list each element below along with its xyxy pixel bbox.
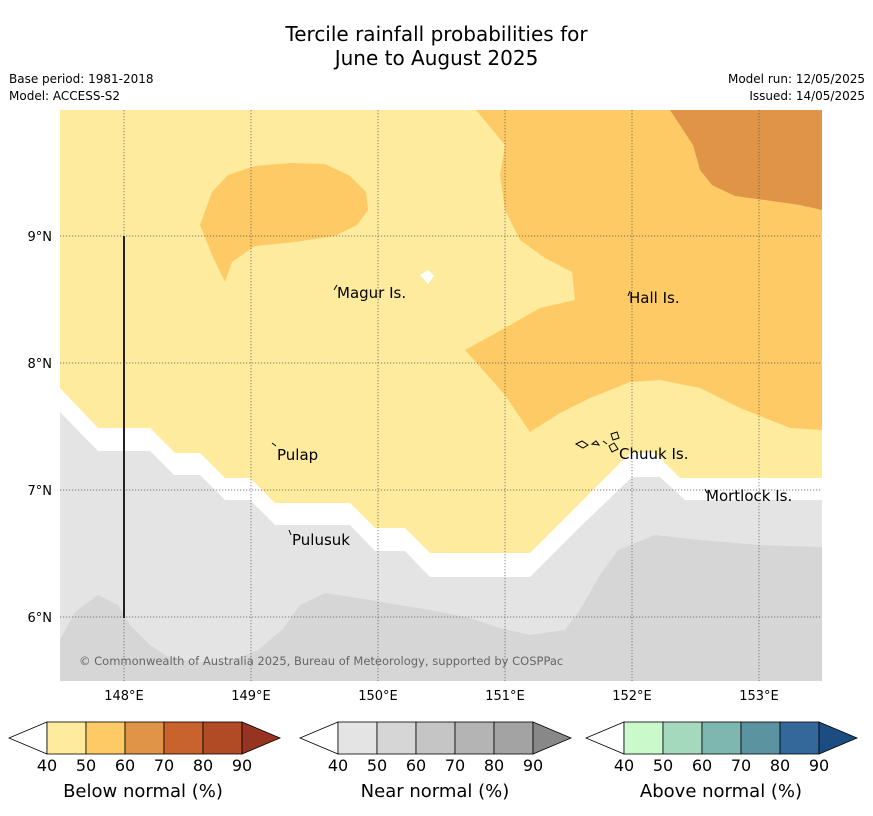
colorbar-swatch xyxy=(454,721,495,755)
colorbar-min-extension xyxy=(7,721,48,755)
lon-axis-labels: 148°E 149°E 150°E 151°E 152°E 153°E xyxy=(104,689,779,704)
lon-tick: 153°E xyxy=(739,689,779,704)
colorbar-tick-label: 80 xyxy=(484,756,504,775)
colorbar-tick-label: 40 xyxy=(614,756,634,775)
colorbar-swatch xyxy=(376,721,417,755)
colorbar-tick-label: 70 xyxy=(154,756,174,775)
colorbar-tick-label: 50 xyxy=(367,756,387,775)
map-title: Tercile rainfall probabilities for June … xyxy=(0,22,873,70)
colorbar-swatch xyxy=(493,721,534,755)
title-line-1: Tercile rainfall probabilities for xyxy=(285,22,588,46)
colorbar-tick-label: 80 xyxy=(770,756,790,775)
map-area: Magur Is. Hall Is. Pulap Chuuk Is. Mortl… xyxy=(60,110,822,681)
colorbar-tick-label: 90 xyxy=(809,756,829,775)
colorbar-min-extension xyxy=(584,721,625,755)
colorbar-tick-label: 60 xyxy=(115,756,135,775)
colorbar-swatch xyxy=(124,721,165,755)
lon-tick: 151°E xyxy=(485,689,525,704)
colorbar-label-near: Near normal (%) xyxy=(360,781,510,802)
label-pulusuk: Pulusuk xyxy=(292,531,350,549)
copyright-text: © Commonwealth of Australia 2025, Bureau… xyxy=(79,654,563,668)
colorbar-tick-label: 50 xyxy=(76,756,96,775)
colorbar-tick-label: 40 xyxy=(328,756,348,775)
label-hall: Hall Is. xyxy=(629,289,680,307)
label-pulap: Pulap xyxy=(277,446,318,464)
colorbar-below: 40 50 60 70 80 90 xyxy=(7,721,282,775)
lat-tick: 8°N xyxy=(28,357,53,372)
colorbar-tick-label: 90 xyxy=(523,756,543,775)
title-line-2: June to August 2025 xyxy=(334,46,539,70)
meta-right: Model run: 12/05/2025 Issued: 14/05/2025 xyxy=(728,71,865,105)
region-below-50-60-west xyxy=(200,163,368,282)
lon-tick: 152°E xyxy=(612,689,652,704)
label-mortlock: Mortlock Is. xyxy=(706,487,792,505)
colorbar-min-extension xyxy=(298,721,339,755)
colorbar-swatch xyxy=(46,721,87,755)
lon-tick: 150°E xyxy=(358,689,398,704)
colorbar-max-extension xyxy=(532,721,573,755)
colorbars: 40 50 60 70 80 90 40 50 60 70 80 90 40 50 60 70 80 90 xyxy=(7,721,859,775)
label-chuuk: Chuuk Is. xyxy=(619,445,688,463)
colorbar-near: 40 50 60 70 80 90 xyxy=(298,721,573,775)
colorbar-tick-label: 90 xyxy=(232,756,252,775)
lat-axis-labels: 9°N 8°N 7°N 6°N xyxy=(28,230,53,626)
colorbar-swatch xyxy=(662,721,703,755)
lat-tick: 7°N xyxy=(28,484,53,499)
model-run: Model run: 12/05/2025 xyxy=(727,72,865,86)
lat-tick: 6°N xyxy=(28,611,53,626)
meta-left: Base period: 1981-2018 Model: ACCESS-S2 xyxy=(9,71,154,105)
label-magur: Magur Is. xyxy=(337,284,406,302)
colorbar-swatch xyxy=(85,721,126,755)
lon-tick: 149°E xyxy=(231,689,271,704)
colorbar-swatch xyxy=(202,721,243,755)
colorbar-swatch xyxy=(337,721,378,755)
colorbar-tick-label: 60 xyxy=(406,756,426,775)
colorbar-swatch xyxy=(623,721,664,755)
colorbar-tick-label: 70 xyxy=(731,756,751,775)
region-near-50-60 xyxy=(60,535,822,681)
colorbar-swatch xyxy=(701,721,742,755)
colorbar-label-below: Below normal (%) xyxy=(63,781,223,802)
colorbar-tick-label: 40 xyxy=(37,756,57,775)
colorbar-above: 40 50 60 70 80 90 xyxy=(584,721,859,775)
colorbar-tick-label: 70 xyxy=(445,756,465,775)
colorbar-tick-label: 60 xyxy=(692,756,712,775)
colorbar-label-above: Above normal (%) xyxy=(639,781,803,802)
colorbar-max-extension xyxy=(241,721,282,755)
region-below-60-70 xyxy=(670,110,822,210)
white-patch xyxy=(420,270,434,284)
lat-tick: 9°N xyxy=(28,230,53,245)
colorbar-swatch xyxy=(415,721,456,755)
colorbar-tick-label: 50 xyxy=(653,756,673,775)
colorbar-swatch xyxy=(779,721,820,755)
issued-date: Issued: 14/05/2025 xyxy=(749,89,865,103)
place-labels: Magur Is. Hall Is. Pulap Chuuk Is. Mortl… xyxy=(277,284,792,549)
colorbar-tick-label: 80 xyxy=(193,756,213,775)
base-period: Base period: 1981-2018 xyxy=(9,72,154,86)
colorbar-swatch xyxy=(163,721,204,755)
lon-tick: 148°E xyxy=(104,689,144,704)
colorbar-swatch xyxy=(740,721,781,755)
island-marks xyxy=(271,284,708,536)
model-name: Model: ACCESS-S2 xyxy=(9,89,121,103)
colorbar-max-extension xyxy=(818,721,859,755)
